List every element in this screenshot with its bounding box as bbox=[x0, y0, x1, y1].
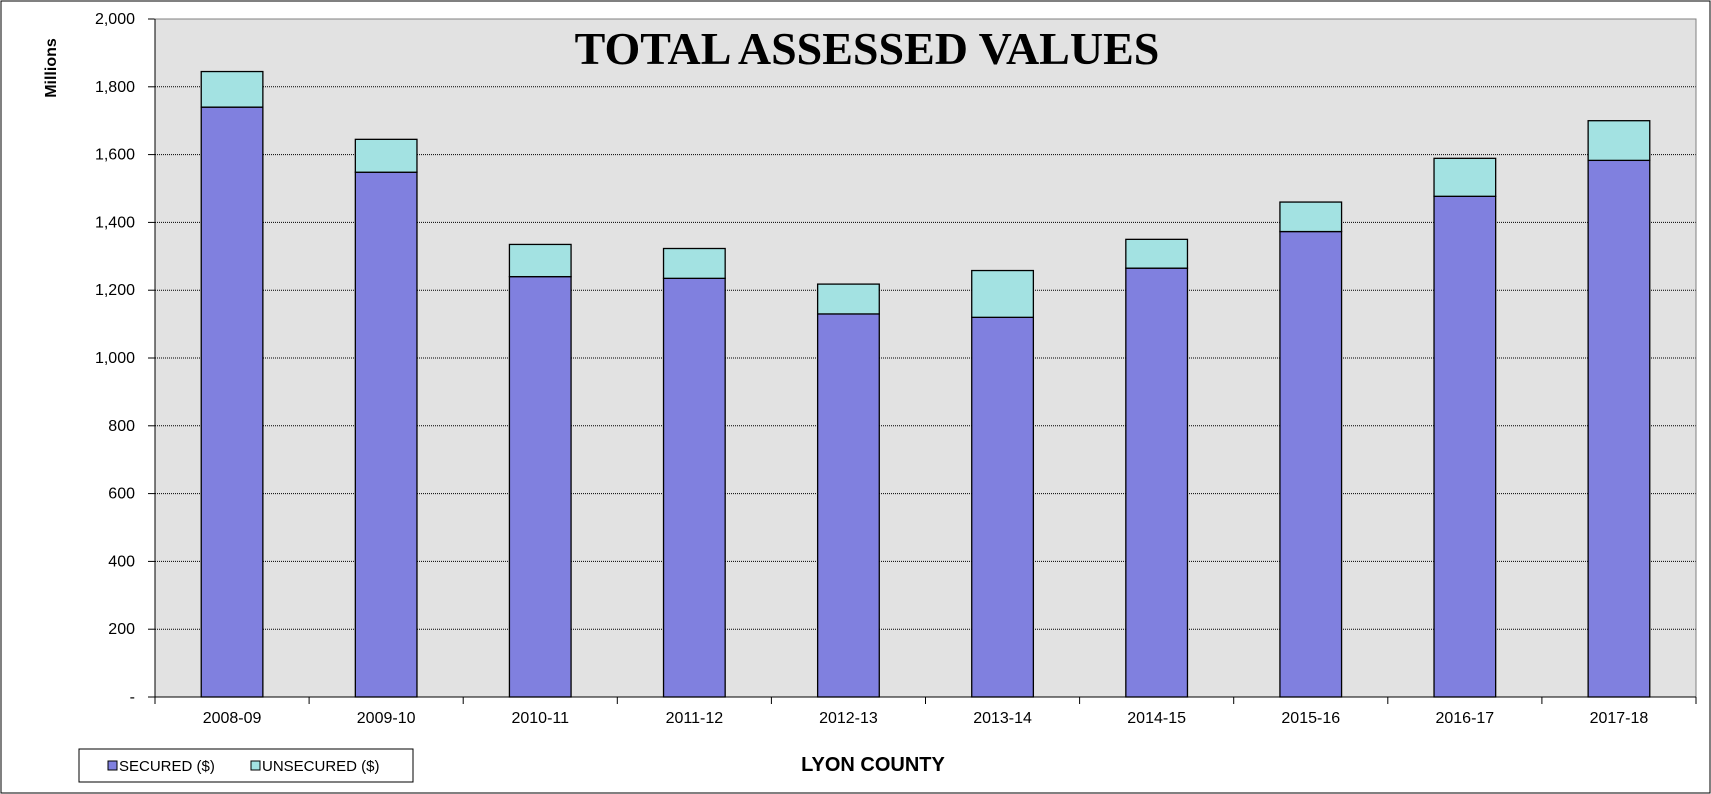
legend-box bbox=[78, 748, 414, 783]
chart-title: TOTAL ASSESSED VALUES bbox=[575, 23, 1160, 74]
x-tick-label: 2011-12 bbox=[666, 710, 724, 727]
bar-unsecured bbox=[816, 283, 880, 315]
bar-unsecured bbox=[1279, 201, 1343, 233]
bar-unsecured bbox=[971, 269, 1035, 318]
bar-unsecured bbox=[1433, 157, 1497, 197]
y-tick-label: 400 bbox=[108, 553, 135, 570]
y-tick-label: 600 bbox=[108, 486, 135, 503]
y-tick-label: - bbox=[130, 689, 135, 706]
bar-secured bbox=[1433, 195, 1497, 698]
y-tick-label: 1,800 bbox=[95, 79, 135, 96]
y-tick-label: 1,400 bbox=[95, 214, 135, 231]
bar-unsecured bbox=[200, 70, 264, 108]
x-tick-labels: 2008-09 2009-10 2010-11 2011-12 2012-13 2013-… bbox=[203, 710, 1649, 727]
bar-secured bbox=[1587, 159, 1651, 698]
x-tick-label: 2012-13 bbox=[819, 710, 878, 727]
bar-secured bbox=[662, 277, 726, 698]
y-tick-label: 800 bbox=[108, 418, 135, 435]
x-tick-label: 2013-14 bbox=[973, 710, 1032, 727]
x-tick-label: 2015-16 bbox=[1281, 710, 1340, 727]
y-tick-label: 1,200 bbox=[95, 282, 135, 299]
y-tick-labels: - 200 400 600 800 1,000 1,200 1,400 1,600 1,800 2,… bbox=[95, 11, 135, 706]
legend-label-unsecured: UNSECURED ($) bbox=[262, 758, 380, 775]
bar-unsecured bbox=[1125, 238, 1189, 269]
legend-swatch-secured bbox=[107, 760, 118, 771]
legend-label-secured: SECURED ($) bbox=[119, 758, 215, 775]
bar-secured bbox=[354, 171, 418, 698]
bar-secured bbox=[971, 316, 1035, 698]
bar-unsecured bbox=[662, 247, 726, 279]
x-tick-label: 2009-10 bbox=[357, 710, 416, 727]
bars bbox=[200, 70, 1651, 698]
legend-swatch-unsecured bbox=[250, 760, 261, 771]
bar-secured bbox=[1279, 230, 1343, 698]
legend: SECURED ($) UNSECURED ($) bbox=[78, 748, 414, 783]
y-tick-label: 1,600 bbox=[95, 147, 135, 164]
bar-secured bbox=[816, 313, 880, 698]
x-tick-label: 2010-11 bbox=[511, 710, 569, 727]
axes bbox=[148, 18, 1697, 704]
bar-unsecured bbox=[1587, 120, 1651, 162]
y-tick-label: 200 bbox=[108, 621, 135, 638]
bar-unsecured bbox=[354, 138, 418, 173]
y-tick-label: 2,000 bbox=[95, 11, 135, 28]
bar-unsecured bbox=[508, 243, 572, 278]
bar-secured bbox=[200, 106, 264, 698]
x-tick-label: 2017-18 bbox=[1590, 710, 1649, 727]
x-axis-label: LYON COUNTY bbox=[801, 754, 945, 776]
y-tick-label: 1,000 bbox=[95, 350, 135, 367]
x-tick-label: 2014-15 bbox=[1127, 710, 1186, 727]
bar-secured bbox=[1125, 267, 1189, 698]
bar-secured bbox=[508, 275, 572, 698]
y-axis-label: Millions bbox=[43, 38, 60, 98]
x-tick-label: 2016-17 bbox=[1435, 710, 1494, 727]
x-tick-label: 2008-09 bbox=[203, 710, 262, 727]
